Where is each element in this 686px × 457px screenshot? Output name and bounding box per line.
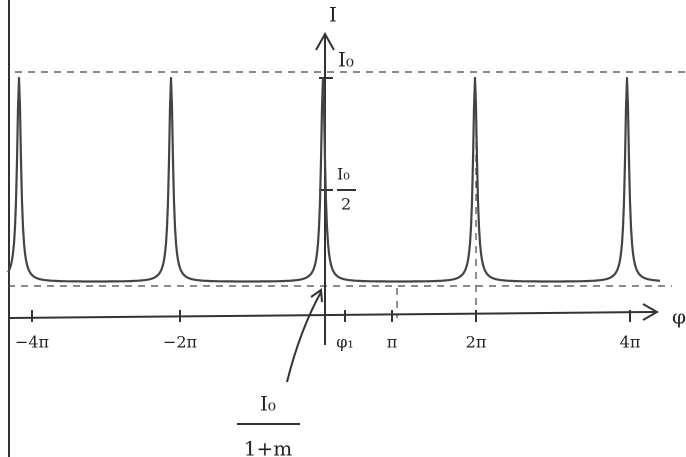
x-tick-label: 4π [620, 333, 641, 352]
y-arrow [315, 31, 335, 51]
min-arrow [286, 291, 322, 383]
tick-labels: −4π −2π φ₁ π 2π 4π [15, 310, 640, 352]
x-tick-label: π [387, 333, 398, 352]
x-label: φ [672, 305, 686, 329]
x-tick-label: −4π [15, 333, 49, 352]
x-axis [9, 311, 656, 319]
half-numerator: I₀ [337, 165, 350, 184]
peak-label: I₀ [338, 48, 354, 72]
min-denominator: 1+m [244, 437, 292, 457]
x-arrow [642, 303, 660, 321]
airy-curve [7, 76, 661, 283]
min-arrowhead [310, 288, 323, 303]
min-numerator: I₀ [260, 392, 276, 416]
x-tick-label: φ₁ [336, 333, 354, 352]
half-denominator: 2 [341, 195, 351, 214]
y-label: I [329, 3, 337, 27]
x-tick-label: −2π [163, 333, 197, 352]
x-tick-label: 2π [466, 333, 487, 352]
